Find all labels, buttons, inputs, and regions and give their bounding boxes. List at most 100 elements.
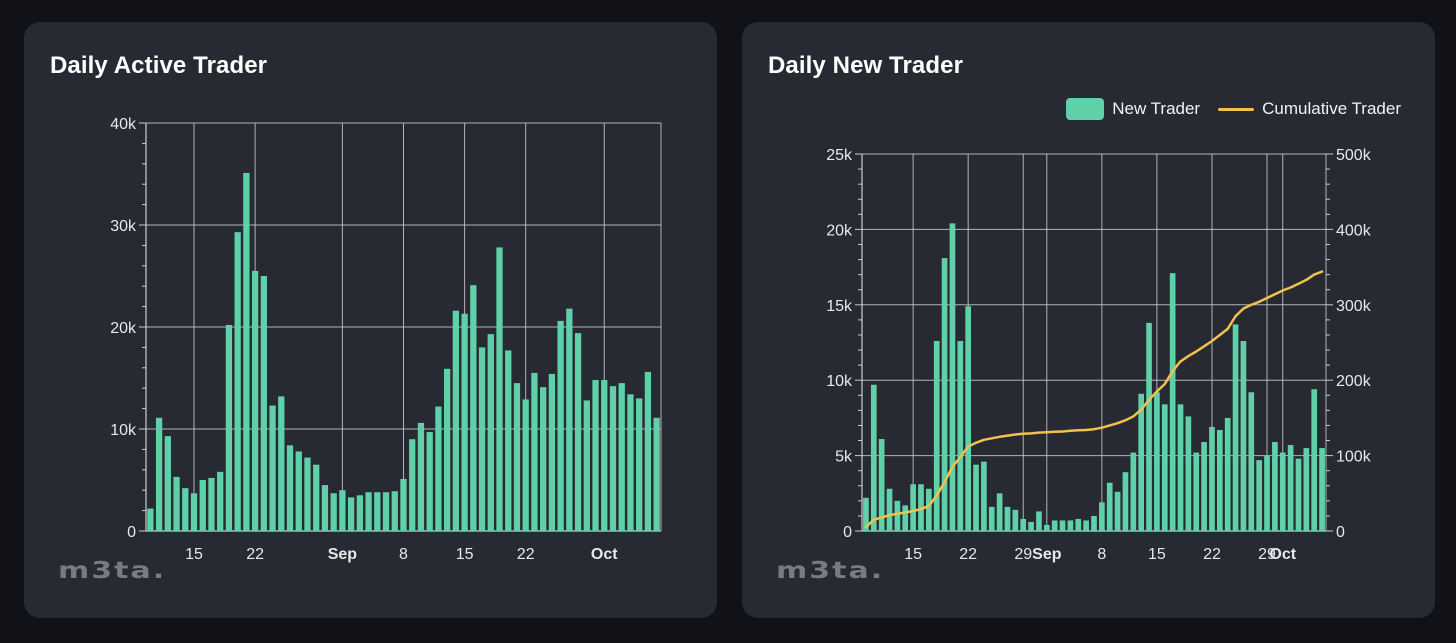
bar: [894, 500, 901, 531]
legend-label: New Trader: [1112, 99, 1201, 118]
bar: [1311, 389, 1318, 531]
bar: [313, 464, 320, 531]
x-tick-label: Sep: [1032, 546, 1062, 563]
bar: [1319, 448, 1325, 531]
bar: [505, 350, 512, 531]
y-tick-label: 30k: [110, 218, 137, 235]
bar: [609, 386, 617, 531]
bar-series: [863, 223, 1325, 532]
bar: [155, 417, 163, 531]
bar: [225, 324, 233, 531]
chart-card-daily-active-trader: Daily Active Trader 0 10k 20k 30k 40k 15 22 Sep…: [24, 22, 717, 618]
bar: [243, 172, 250, 532]
bar: [1256, 460, 1262, 531]
bar: [1240, 340, 1247, 531]
bar: [910, 484, 916, 531]
bar: [173, 476, 180, 531]
bar: [627, 394, 634, 531]
x-tick-label: 22: [1203, 546, 1221, 563]
bar: [461, 313, 468, 531]
bar: [863, 497, 869, 531]
bar: [1012, 509, 1019, 531]
bar: [513, 383, 521, 531]
y-tick-label: 20k: [110, 320, 137, 337]
bar: [1028, 521, 1034, 531]
bar: [356, 495, 363, 531]
bar: [409, 439, 416, 531]
x-tick-label: Oct: [591, 546, 618, 563]
bar: [988, 506, 995, 531]
bar: [1209, 426, 1215, 531]
bar: [199, 480, 206, 531]
bar: [878, 439, 885, 531]
bar: [981, 461, 987, 531]
bar: [1043, 524, 1050, 531]
bar: [965, 306, 972, 531]
bar-swatch-icon: [1066, 98, 1105, 120]
bar: [286, 445, 294, 531]
chart-title: Daily New Trader: [768, 52, 964, 79]
bar: [540, 387, 547, 531]
y2-tick-label: 200k: [1336, 373, 1372, 390]
daily-new-trader-chart: 0 0 5k 100k 10k 200k 15k 300k 20k 400k 25k 500k 15 22…: [826, 147, 1372, 563]
y2-tick-label: 100k: [1336, 449, 1372, 466]
bar: [1216, 429, 1223, 531]
bar: [217, 471, 224, 531]
bar: [234, 232, 241, 531]
bar: [339, 490, 346, 531]
bar: [1036, 511, 1042, 531]
bar: [1083, 520, 1089, 531]
bar: [644, 371, 652, 531]
bar: [902, 505, 909, 531]
x-tick-label: 22: [246, 546, 264, 563]
bar: [190, 493, 198, 531]
bar: [1099, 502, 1105, 531]
bar: [1193, 452, 1200, 531]
bar: [618, 383, 625, 531]
bar: [1067, 520, 1074, 531]
bar: [470, 285, 477, 531]
bar: [1287, 445, 1294, 531]
bar: [918, 484, 924, 531]
bar: [278, 396, 285, 531]
bar: [1177, 404, 1184, 531]
bar: [269, 405, 276, 531]
bar: [1272, 442, 1278, 531]
y-tick-label: 10k: [110, 422, 137, 439]
bar: [1232, 324, 1239, 531]
y2-tick-label: 400k: [1336, 222, 1372, 239]
legend-item-new-trader[interactable]: New Trader: [1066, 98, 1200, 120]
daily-active-trader-chart: 0 10k 20k 30k 40k 15 22 Sep 8 15 22 Oct: [110, 116, 662, 563]
bar: [566, 308, 573, 531]
bar: [374, 492, 381, 531]
y-tick-label: 5k: [835, 449, 853, 466]
bar: [1020, 518, 1027, 531]
legend-item-cumulative-trader[interactable]: Cumulative Trader: [1218, 99, 1401, 119]
bar: [365, 492, 372, 531]
bar: [400, 478, 407, 531]
bar: [1138, 393, 1145, 531]
bar: [557, 320, 564, 531]
bar: [304, 457, 311, 531]
chart-title: Daily Active Trader: [50, 52, 268, 79]
m3ta-logo: m3ta.: [776, 556, 885, 584]
bar: [636, 398, 643, 531]
y-tick-label: 15k: [826, 298, 853, 315]
bar: [1004, 506, 1011, 531]
bar: [1051, 520, 1058, 531]
bar: [1264, 455, 1270, 531]
x-tick-label: 15: [185, 546, 203, 563]
bar: [452, 310, 460, 531]
bar: [182, 488, 189, 531]
bar: [592, 380, 599, 531]
bar: [321, 485, 329, 531]
bar: [1303, 448, 1310, 531]
y2-tick-label: 0: [1336, 524, 1345, 541]
bar: [522, 399, 529, 531]
y-tick-label: 20k: [826, 222, 853, 239]
chart-card-daily-new-trader: Daily New Trader New Trader Cumulative T…: [742, 22, 1435, 618]
bar: [1185, 416, 1192, 531]
bar: [147, 508, 154, 531]
bar: [973, 464, 979, 531]
bar: [208, 477, 215, 531]
